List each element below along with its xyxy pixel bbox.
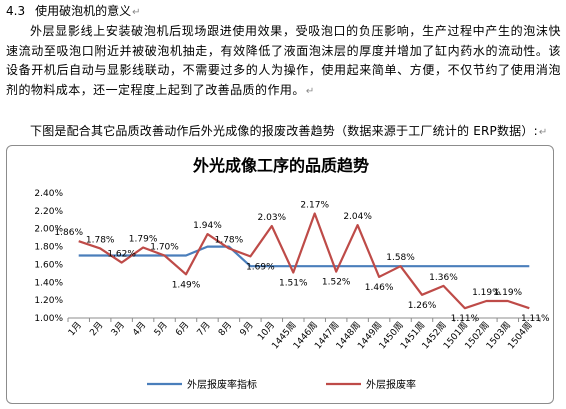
legend-target-label: 外层报废率指标 [187, 378, 257, 391]
paragraph-mark-icon: ↵ [305, 85, 315, 97]
data-label: 1.79% [129, 234, 158, 244]
x-tick-label: 4月 [130, 320, 148, 338]
data-label: 1.19% [472, 288, 501, 298]
data-label: 1.58% [386, 253, 415, 263]
section-number: 4.3 [6, 4, 26, 18]
x-tick-label: 8月 [216, 320, 234, 338]
legend-scrap-rate-label: 外层报废率 [366, 378, 416, 391]
data-label: 1.11% [521, 314, 550, 324]
y-tick-label: 2.00% [34, 225, 63, 235]
section-heading: 4.3 使用破泡机的意义↵ [6, 3, 141, 21]
data-label: 1.19% [494, 288, 523, 298]
data-label: 1.46% [365, 283, 394, 293]
y-tick-label: 2.20% [34, 207, 63, 217]
data-label: 1.49% [172, 280, 201, 290]
paragraph-mark-icon: ↵ [538, 127, 548, 138]
target-line-series [78, 245, 530, 268]
x-tick-label: 5月 [152, 320, 170, 338]
data-label: 1.86% [54, 228, 83, 238]
chart-frame: 外光成像工序的品质趋势 1.00% 1.20% 1.40% 1.60% 1.80% 2.0… [6, 145, 554, 404]
y-tick-label: 2.40% [34, 189, 63, 199]
x-tick-label: 6月 [173, 320, 191, 338]
y-tick-label: 1.60% [34, 260, 63, 270]
data-label: 1.11% [451, 314, 480, 324]
section-title: 使用破泡机的意义 [35, 4, 132, 18]
data-label: 1.51% [279, 278, 308, 288]
data-label: 1.78% [86, 235, 115, 245]
data-label: 1.70% [150, 243, 179, 253]
x-tick-label: 1月 [66, 320, 84, 338]
data-label: 1.69% [246, 262, 275, 272]
body-paragraph-text: 外层显影线上安装破泡机后现场跟进使用效果，受吸泡口的负压影响，生产过程中产生的泡… [6, 24, 561, 97]
data-label: 2.17% [300, 201, 329, 211]
y-tick-label: 1.00% [34, 314, 63, 324]
data-label: 1.94% [193, 221, 222, 231]
data-label: 1.36% [429, 273, 458, 283]
paragraph-mark-icon: ↵ [132, 7, 141, 18]
x-tick-label: 2月 [88, 320, 106, 338]
chart-caption-text: 下图是配合其它品质改善动作后外光成像的报废改善趋势（数据来源于工厂统计的 ERP… [30, 124, 538, 138]
data-label: 1.62% [107, 250, 136, 260]
y-tick-label: 1.20% [34, 296, 63, 306]
data-label: 1.78% [215, 235, 244, 245]
x-tick-label: 3月 [109, 320, 127, 338]
quality-trend-chart: 外光成像工序的品质趋势 1.00% 1.20% 1.40% 1.60% 1.80% 2.0… [34, 156, 550, 391]
data-label: 2.04% [343, 212, 372, 222]
x-tick-label: 9月 [238, 320, 256, 338]
chart-caption: 下图是配合其它品质改善动作后外光成像的报废改善趋势（数据来源于工厂统计的 ERP… [30, 123, 547, 141]
body-paragraph: 外层显影线上安装破泡机后现场跟进使用效果，受吸泡口的负压影响，生产过程中产生的泡… [6, 22, 561, 101]
scrap-rate-series [78, 212, 530, 310]
x-tick-label: 10月 [256, 320, 278, 343]
data-label: 1.26% [408, 301, 437, 311]
data-label: 1.52% [322, 278, 351, 288]
data-label: 2.03% [258, 213, 287, 223]
chart-title: 外光成像工序的品质趋势 [192, 156, 369, 175]
y-tick-label: 1.80% [34, 243, 63, 253]
y-tick-label: 1.40% [34, 278, 63, 288]
x-tick-label: 7月 [195, 320, 213, 338]
